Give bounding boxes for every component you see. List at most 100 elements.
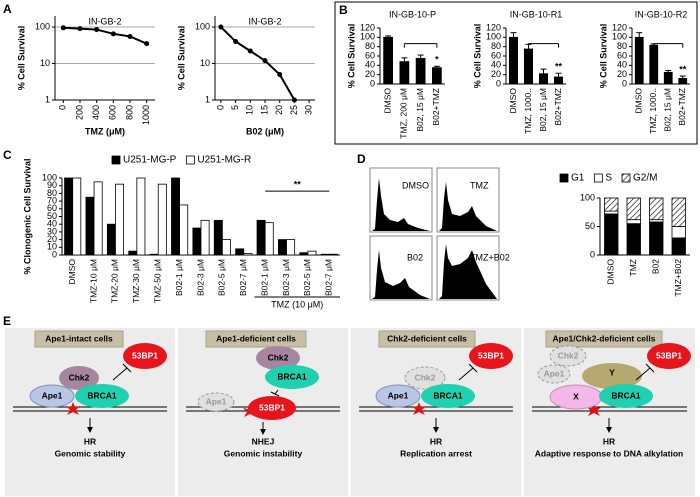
- panel-title: Ape1/Chk2-deficient cells: [553, 333, 656, 343]
- bar: [213, 219, 223, 256]
- y-axis-label: % Cell Survival: [472, 24, 482, 89]
- x-tick-label: DMSO: [634, 88, 644, 114]
- bar: [415, 57, 426, 85]
- x-tick-label: B02+TMZ: [553, 88, 563, 126]
- protein: [375, 384, 421, 408]
- chart-title: IN-GB-10-R1: [510, 9, 563, 19]
- bar: [200, 219, 210, 256]
- bar: [432, 67, 442, 85]
- protein-label: Chk2: [558, 350, 579, 360]
- x-tick-label: B02-3 μM: [195, 259, 205, 296]
- x-tick-label: B02-5 μM: [302, 259, 312, 296]
- panel-title: Chk2-deficient cells: [387, 333, 467, 343]
- panel-label: A: [3, 2, 12, 16]
- point: [94, 27, 100, 33]
- x-tick-label: DMSO: [382, 88, 392, 114]
- y-tick-label: 40: [617, 60, 627, 70]
- x-tick-label: TMZ: [628, 259, 638, 276]
- title-box: [205, 330, 307, 348]
- bar: [179, 204, 189, 256]
- x-tick-label: 0: [58, 105, 68, 110]
- legend-label: U251-MG-P: [123, 155, 177, 166]
- bar: [634, 36, 644, 85]
- bar-hatch: [604, 198, 618, 212]
- annotation: **: [555, 62, 563, 72]
- annotation: *: [435, 55, 439, 65]
- y-tick-label: 70: [47, 195, 57, 205]
- bar: [264, 222, 274, 256]
- point: [291, 97, 297, 103]
- flow-label: TMZ+B02: [470, 252, 510, 262]
- protein-absent: [537, 364, 571, 384]
- y-tick-label: 30: [47, 226, 57, 236]
- y-tick-label: 120: [360, 22, 375, 32]
- y-tick-label: 0: [496, 78, 501, 88]
- x-axis-label: B02 (μM): [246, 126, 284, 136]
- inhibition: [635, 367, 651, 381]
- y-tick-label: 80: [617, 41, 627, 51]
- x-tick-label: 30: [303, 105, 313, 115]
- y-tick-label: 60: [365, 50, 375, 60]
- y-tick-label: 60: [491, 50, 501, 60]
- point: [218, 24, 224, 30]
- x-tick-label: B02+TMZ: [677, 88, 687, 126]
- line: [220, 26, 296, 101]
- point: [110, 31, 116, 37]
- outcome: Genomic stability: [55, 448, 126, 458]
- chart-title: IN-GB-10-P: [389, 9, 436, 19]
- bar: [299, 252, 309, 256]
- y-tick-label: 60: [617, 50, 627, 60]
- legend-label: G2/M: [633, 173, 657, 184]
- chart-title: IN-GB-2: [88, 16, 121, 26]
- bar: [235, 248, 245, 256]
- y-tick-label: 0: [622, 78, 627, 88]
- y-axis-label: % Clonogenic Cell Survival: [22, 158, 32, 274]
- bar: [538, 73, 549, 85]
- y-tick-label: 10: [200, 58, 210, 68]
- panel-label: E: [3, 314, 11, 328]
- x-tick-label: TMZ-50 μM: [152, 259, 162, 303]
- y-tick-label: 0: [590, 249, 595, 259]
- y-tick-label: 120: [612, 22, 627, 32]
- bar: [256, 219, 266, 256]
- panel-title: Ape1-deficient cells: [216, 333, 296, 343]
- bar: [604, 210, 619, 215]
- flow-histogram: [439, 182, 497, 231]
- protein: [123, 343, 167, 369]
- bar: [221, 239, 231, 256]
- diagram-panel: Chk2-deficient cells Chk2 53BP1 Ape1 BRC…: [351, 328, 521, 496]
- flow-histogram: [439, 244, 497, 299]
- x-tick-label: B02, 15 μM: [415, 88, 425, 132]
- legend-swatch: [111, 155, 121, 165]
- x-tick-label: TMZ-30 μM: [131, 259, 141, 303]
- outcome: HR: [430, 436, 442, 446]
- outcome: NHEJ: [252, 436, 275, 446]
- flow-histogram: [372, 178, 430, 231]
- x-axis-label: TMZ (μM): [85, 126, 125, 136]
- protein: [582, 363, 642, 389]
- annotation: **: [294, 179, 302, 189]
- protein-label: Ape1: [544, 368, 565, 378]
- inhibition-cap: [468, 363, 478, 373]
- panel-label: D: [357, 152, 366, 166]
- title-box: [378, 330, 476, 348]
- x-tick-label: TMZ+B02: [673, 259, 683, 297]
- point: [127, 33, 133, 39]
- y-tick-label: 20: [491, 69, 501, 79]
- group-label: TMZ (10 μM): [271, 299, 323, 309]
- panel-label: C: [3, 148, 12, 162]
- x-tick-label: B02-3 μM: [281, 259, 291, 296]
- bar: [149, 253, 159, 256]
- protein-label: 53BP1: [656, 350, 682, 360]
- legend-label: G1: [571, 173, 585, 184]
- inhibition: [458, 367, 474, 381]
- bar: [604, 213, 619, 256]
- x-tick-label: B02-7 μM: [324, 259, 334, 296]
- bar: [671, 226, 686, 239]
- protein-label: BRCA1: [433, 390, 463, 400]
- diagram-panel: Ape1-deficient cells Chk2 BRCA1 Ape1 53B…: [178, 328, 348, 496]
- x-tick-label: B02-1 μM: [259, 259, 269, 296]
- y-tick-label: 100: [195, 21, 210, 31]
- chart-title: IN-GB-10-R2: [635, 9, 688, 19]
- protein: [75, 384, 129, 408]
